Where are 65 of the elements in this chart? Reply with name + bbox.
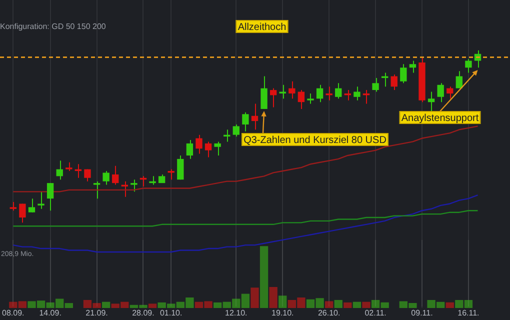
candlestick [232, 124, 240, 138]
candlestick [56, 160, 63, 180]
candlestick [177, 154, 184, 180]
candlestick [354, 86, 360, 101]
candlestick [242, 112, 249, 132]
candlestick [298, 90, 305, 110]
x-tick-label: 08.09. [2, 308, 24, 318]
candlestick [204, 141, 212, 158]
candlestick [46, 182, 54, 212]
candlestick [326, 86, 332, 101]
annotation: Anaylstensupport [401, 112, 479, 124]
x-tick-label: 01.10. [160, 308, 182, 318]
x-tick-label: 14.09. [39, 308, 62, 318]
bar [269, 286, 278, 308]
x-tick-label: 28.09. [132, 308, 154, 318]
bar [102, 302, 110, 308]
candlestick [38, 191, 44, 210]
annotation: Q3-Zahlen und Kursziel 80 USD [244, 134, 386, 146]
candlestick [437, 82, 444, 103]
bar [344, 302, 352, 308]
x-tick-label: 16.11. [458, 308, 480, 318]
x-tick-label: 09.11. [411, 308, 433, 318]
ref-line-label: Allzeithoch [238, 22, 286, 33]
candlestick [270, 88, 277, 108]
candlestick [409, 60, 416, 74]
bar [362, 302, 370, 308]
candlestick [214, 141, 221, 156]
candlestick [28, 198, 36, 213]
candlestick [446, 86, 454, 100]
x-tick-label: 21.09. [86, 308, 108, 318]
candlestick [251, 103, 258, 130]
candlestick [372, 77, 379, 92]
candlestick [400, 64, 407, 84]
bar [250, 288, 259, 308]
candlestick [19, 203, 26, 224]
candlestick [316, 84, 324, 103]
x-tick-label: 19.10. [271, 308, 294, 318]
candlestick [279, 84, 286, 100]
x-tick-label: 02.11. [364, 308, 386, 318]
candlestick [93, 180, 100, 200]
candlestick [84, 168, 91, 182]
candlestick [465, 58, 472, 74]
candlestick [288, 80, 296, 100]
candlestick [428, 91, 435, 113]
candlestick [112, 165, 119, 186]
bar [260, 246, 268, 308]
chart-subtitle: Konfiguration: GD 50 150 200 [0, 22, 106, 31]
candlestick [196, 134, 202, 154]
candlestick [381, 72, 388, 88]
candlestick [390, 74, 398, 91]
candlestick [186, 139, 194, 160]
x-tick-label: 26.10. [318, 308, 340, 318]
bar [324, 301, 334, 308]
candlestick [130, 179, 138, 192]
bar [446, 302, 454, 308]
candlestick [307, 92, 314, 104]
candlestick [335, 82, 342, 100]
bar [148, 304, 157, 308]
bar [278, 296, 287, 308]
x-tick-label: 12.10. [225, 308, 248, 318]
bar [352, 302, 362, 308]
candlestick [456, 70, 463, 89]
candlestick [102, 170, 110, 186]
bar [334, 300, 342, 308]
candlestick [260, 76, 268, 110]
